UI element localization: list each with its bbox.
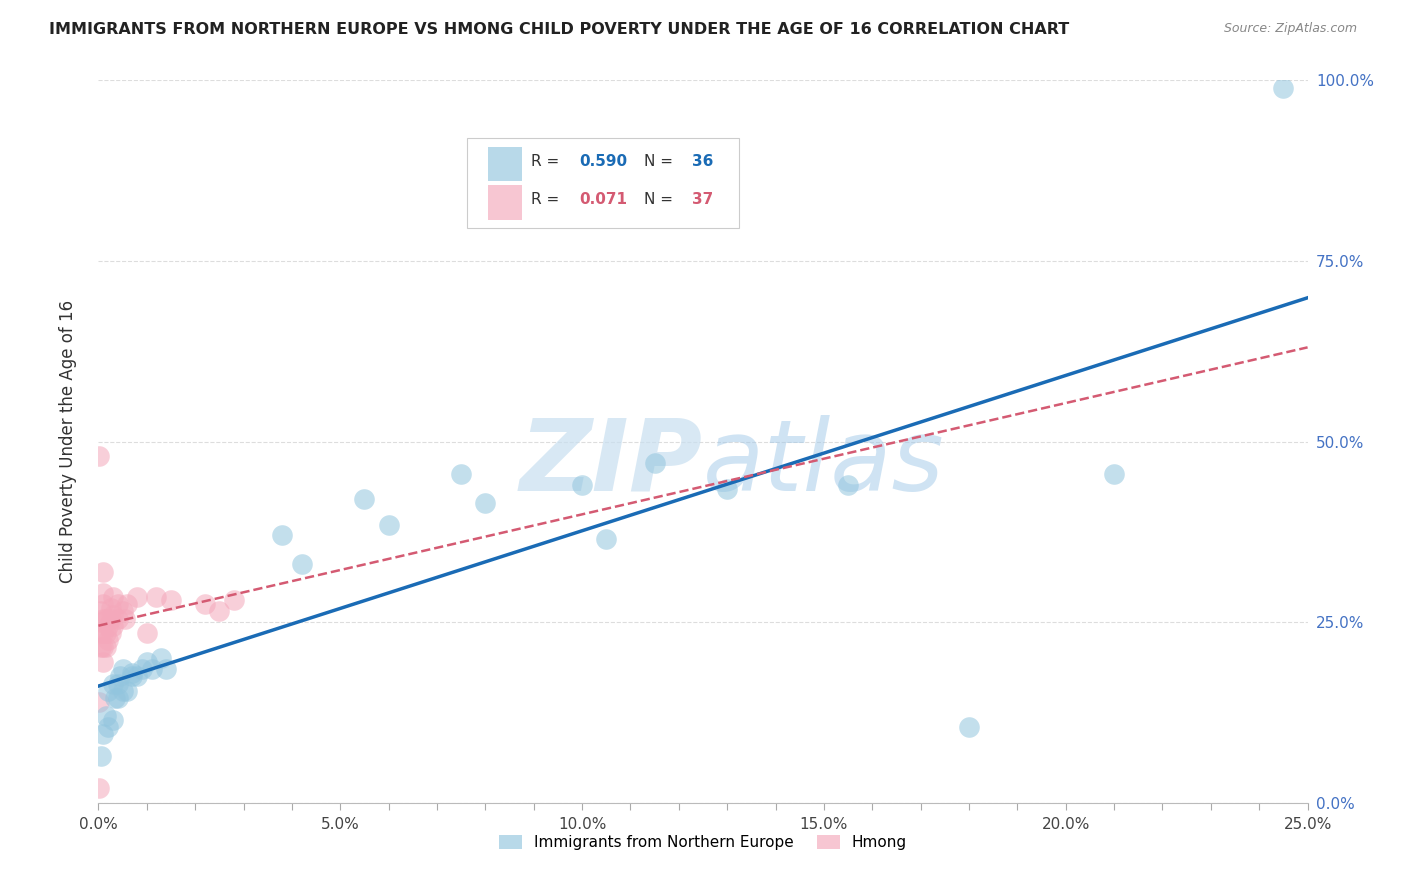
- Point: [271, 528, 294, 542]
- Text: N =: N =: [644, 153, 678, 169]
- Point: [97, 683, 120, 698]
- Point: [121, 665, 143, 680]
- Point: [91, 727, 114, 741]
- Point: [595, 532, 617, 546]
- Text: N =: N =: [644, 192, 678, 207]
- Text: atlas: atlas: [703, 415, 945, 512]
- Point: [716, 482, 738, 496]
- Point: [104, 691, 127, 706]
- Point: [97, 720, 120, 734]
- Text: 36: 36: [692, 153, 713, 169]
- Point: [194, 597, 217, 611]
- Point: [94, 709, 117, 723]
- Point: [135, 655, 157, 669]
- Point: [450, 467, 472, 481]
- Point: [127, 669, 149, 683]
- Point: [94, 640, 117, 655]
- Point: [145, 590, 167, 604]
- Point: [644, 456, 666, 470]
- Point: [87, 781, 110, 796]
- Point: [87, 695, 110, 709]
- Legend: Immigrants from Northern Europe, Hmong: Immigrants from Northern Europe, Hmong: [494, 830, 912, 856]
- Text: ZIP: ZIP: [520, 415, 703, 512]
- Point: [101, 619, 124, 633]
- Point: [100, 600, 122, 615]
- Point: [100, 626, 122, 640]
- Text: 37: 37: [692, 192, 713, 207]
- Point: [1272, 80, 1295, 95]
- Point: [90, 748, 112, 763]
- Point: [108, 669, 131, 683]
- Point: [91, 565, 114, 579]
- Point: [107, 676, 129, 690]
- Point: [97, 619, 120, 633]
- Point: [107, 691, 129, 706]
- Point: [107, 597, 129, 611]
- Point: [94, 611, 117, 625]
- Point: [127, 590, 149, 604]
- Point: [114, 611, 136, 625]
- Point: [290, 558, 312, 572]
- Point: [87, 449, 110, 463]
- Text: R =: R =: [531, 192, 564, 207]
- Point: [957, 720, 980, 734]
- Point: [117, 683, 139, 698]
- Point: [141, 662, 163, 676]
- Point: [111, 683, 134, 698]
- Point: [1102, 467, 1125, 481]
- Point: [377, 517, 399, 532]
- Point: [150, 651, 173, 665]
- Point: [90, 615, 112, 630]
- Point: [101, 676, 124, 690]
- Point: [101, 590, 124, 604]
- Point: [571, 478, 593, 492]
- Point: [111, 604, 134, 618]
- FancyBboxPatch shape: [488, 146, 522, 181]
- Text: 0.071: 0.071: [579, 192, 627, 207]
- Point: [111, 662, 134, 676]
- Point: [100, 611, 122, 625]
- Point: [91, 626, 114, 640]
- Point: [97, 633, 120, 648]
- Point: [208, 604, 231, 618]
- Point: [91, 640, 114, 655]
- Point: [90, 604, 112, 618]
- Text: IMMIGRANTS FROM NORTHERN EUROPE VS HMONG CHILD POVERTY UNDER THE AGE OF 16 CORRE: IMMIGRANTS FROM NORTHERN EUROPE VS HMONG…: [49, 22, 1070, 37]
- Point: [117, 597, 139, 611]
- Point: [101, 713, 124, 727]
- Point: [94, 626, 117, 640]
- Point: [91, 586, 114, 600]
- Point: [91, 597, 114, 611]
- FancyBboxPatch shape: [467, 138, 740, 228]
- Point: [474, 496, 496, 510]
- Point: [90, 640, 112, 655]
- Point: [91, 611, 114, 625]
- Point: [155, 662, 177, 676]
- Point: [101, 607, 124, 622]
- Text: Source: ZipAtlas.com: Source: ZipAtlas.com: [1223, 22, 1357, 36]
- Point: [107, 611, 129, 625]
- Point: [135, 626, 157, 640]
- Point: [160, 593, 183, 607]
- Point: [837, 478, 859, 492]
- FancyBboxPatch shape: [488, 185, 522, 219]
- Point: [353, 492, 375, 507]
- Point: [121, 669, 143, 683]
- Point: [91, 655, 114, 669]
- Text: R =: R =: [531, 153, 564, 169]
- Point: [222, 593, 245, 607]
- Point: [90, 626, 112, 640]
- Point: [131, 662, 153, 676]
- Y-axis label: Child Poverty Under the Age of 16: Child Poverty Under the Age of 16: [59, 300, 77, 583]
- Text: 0.590: 0.590: [579, 153, 628, 169]
